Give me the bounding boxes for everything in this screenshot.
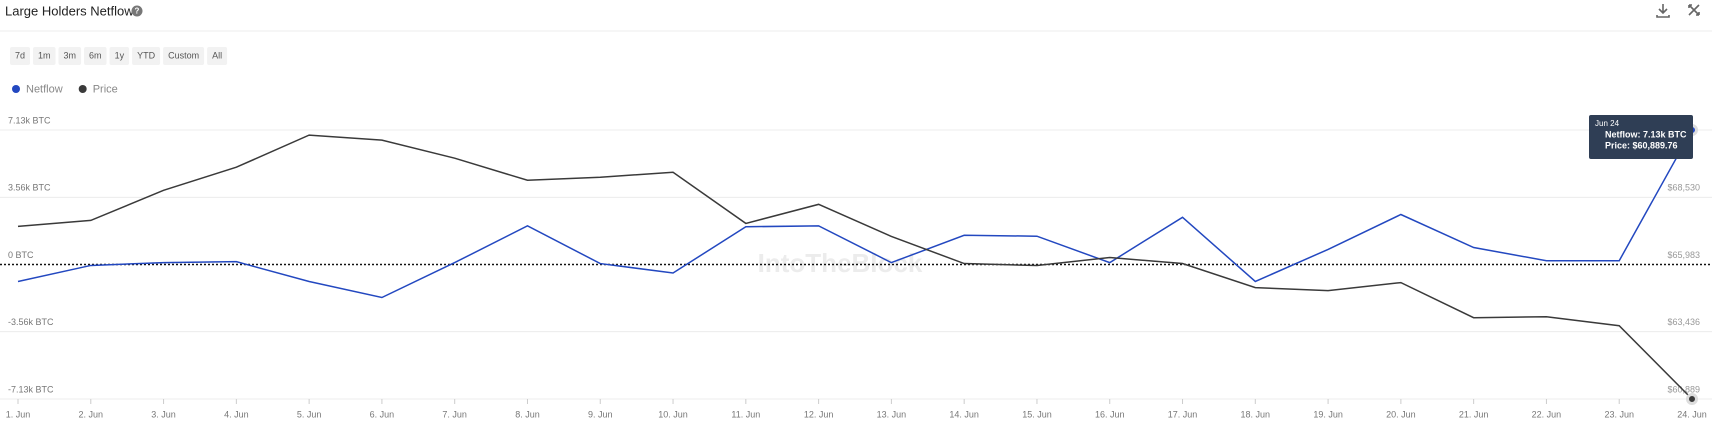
- x-tick-label: 7. Jun: [442, 409, 467, 419]
- x-tick-label: 6. Jun: [370, 409, 395, 419]
- svg-text:?: ?: [135, 7, 140, 16]
- x-tick-label: 24. Jun: [1677, 409, 1707, 419]
- plot: 7.13k BTC 3.56k BTC 0 BTC -3.56k BTC -7.13k …: [0, 115, 1712, 419]
- range-label: Custom: [168, 50, 199, 60]
- x-tick-label: 19. Jun: [1313, 409, 1343, 419]
- x-tick-label: 18. Jun: [1241, 409, 1271, 419]
- x-tick-label: 21. Jun: [1459, 409, 1489, 419]
- range-label: YTD: [137, 50, 156, 60]
- y-tick-label: -7.13k BTC: [8, 384, 54, 394]
- x-tick-label: 4. Jun: [224, 409, 249, 419]
- legend: Netflow Price: [12, 83, 118, 95]
- x-tick-label: 20. Jun: [1386, 409, 1416, 419]
- y-tick-label: 3.56k BTC: [8, 183, 51, 193]
- x-tick-label: 5. Jun: [297, 409, 322, 419]
- y-tick-label: -3.56k BTC: [8, 317, 54, 327]
- tooltip-line: Price: $60,889.76: [1605, 140, 1678, 150]
- x-tick-label: 16. Jun: [1095, 409, 1125, 419]
- x-tick-label: 8. Jun: [515, 409, 540, 419]
- legend-label[interactable]: Price: [93, 83, 118, 95]
- x-tick-label: 23. Jun: [1604, 409, 1634, 419]
- range-buttons: 7d 1m 3m 6m 1y YTD Custom All: [10, 47, 228, 65]
- x-tick-label: 11. Jun: [731, 409, 760, 419]
- range-label: 3m: [64, 50, 77, 60]
- range-button[interactable]: [109, 47, 130, 65]
- x-tick-label: 22. Jun: [1532, 409, 1562, 419]
- range-label: 7d: [15, 50, 25, 60]
- legend-label[interactable]: Netflow: [26, 83, 63, 95]
- x-tick-label: 1. Jun: [6, 409, 31, 419]
- hover-marker: [1686, 392, 1698, 405]
- series-line: [17, 129, 1693, 299]
- range-button[interactable]: [58, 47, 82, 65]
- tooltip-box: [1589, 115, 1693, 159]
- tooltip-title: Jun 24: [1595, 119, 1620, 128]
- fullscreen-icon[interactable]: [1688, 4, 1700, 16]
- download-icon[interactable]: [1656, 4, 1670, 18]
- range-label: All: [212, 50, 222, 60]
- x-tick-label: 9. Jun: [588, 409, 613, 419]
- watermark: IntoTheBlock: [758, 248, 923, 278]
- legend-marker[interactable]: [12, 85, 20, 93]
- range-button[interactable]: [33, 47, 56, 65]
- range-button[interactable]: [84, 47, 107, 65]
- y-tick-label: 7.13k BTC: [8, 115, 51, 125]
- range-button[interactable]: [207, 47, 228, 65]
- y2-tick-label: $63,436: [1667, 317, 1700, 327]
- series-line: [17, 134, 1693, 400]
- x-tick-label: 2. Jun: [79, 409, 104, 419]
- range-button[interactable]: [132, 47, 161, 65]
- x-tick-label: 15. Jun: [1022, 409, 1052, 419]
- chart-title: Large Holders Netflow: [5, 3, 134, 18]
- range-label: 6m: [89, 50, 102, 60]
- help-icon[interactable]: ?: [131, 5, 143, 17]
- x-tick-label: 12. Jun: [804, 409, 834, 419]
- x-tick-label: 13. Jun: [877, 409, 907, 419]
- range-button[interactable]: [10, 47, 31, 65]
- legend-marker[interactable]: [78, 85, 87, 93]
- range-label: 1m: [38, 50, 51, 60]
- y2-tick-label: $65,983: [1667, 250, 1700, 260]
- range-label: 1y: [115, 50, 125, 60]
- x-tick-label: 14. Jun: [949, 409, 979, 419]
- tooltip-line: Netflow: 7.13k BTC: [1605, 129, 1687, 139]
- y2-tick-label: $60,889: [1667, 384, 1700, 394]
- y2-tick-label: $68,530: [1667, 183, 1700, 193]
- x-tick-label: 17. Jun: [1168, 409, 1198, 419]
- x-tick-label: 3. Jun: [151, 409, 176, 419]
- x-tick-label: 10. Jun: [658, 409, 688, 419]
- range-button[interactable]: [163, 47, 205, 65]
- y-tick-label: 0 BTC: [8, 250, 34, 260]
